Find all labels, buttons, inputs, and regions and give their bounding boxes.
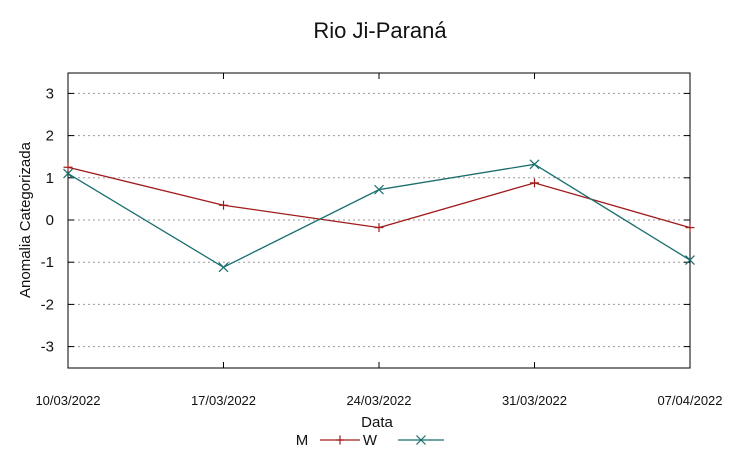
x-tick-label: 17/03/2022 [191, 393, 256, 408]
data-point-m [219, 200, 228, 210]
data-point-m [374, 223, 384, 233]
x-tick-label: 10/03/2022 [35, 393, 100, 408]
x-tick-label: 07/04/2022 [657, 393, 722, 408]
series-line-w [67, 163, 691, 269]
y-tick-label: 1 [46, 170, 54, 187]
y-tick-label: -1 [41, 254, 54, 271]
data-point-m [530, 178, 539, 188]
x-axis-label: Data [361, 414, 393, 431]
legend-marker-m [335, 435, 345, 445]
x-tick-label: 24/03/2022 [346, 393, 411, 408]
data-point-m [685, 223, 695, 233]
x-axis-ticks: 10/03/2022 17/03/2022 24/03/2022 31/03/2022… [35, 73, 723, 408]
y-axis-ticks: 3 2 1 0 -1 -2 -3 [41, 85, 690, 356]
chart-title: Rio Ji-Paraná [313, 18, 447, 43]
data-point-w [529, 159, 540, 170]
y-axis-label: Anomalia Categorizada [17, 141, 34, 298]
legend-label-w: W [363, 432, 378, 449]
data-point-m [63, 162, 73, 172]
grid-lines [68, 92, 690, 348]
data-point-w [63, 168, 73, 179]
data-point-w [685, 255, 695, 266]
legend-marker-w [416, 435, 426, 445]
data-point-w [374, 184, 384, 195]
data-point-w [218, 262, 229, 273]
series-line-m [67, 166, 691, 229]
y-tick-label: 2 [46, 128, 54, 145]
legend-label-m: M [296, 432, 309, 449]
y-tick-label: 3 [46, 85, 54, 102]
x-tick-label: 31/03/2022 [502, 393, 567, 408]
series-layer [63, 159, 695, 273]
y-tick-label: 0 [46, 212, 54, 229]
y-tick-label: -3 [41, 339, 54, 356]
y-tick-label: -2 [41, 296, 54, 313]
